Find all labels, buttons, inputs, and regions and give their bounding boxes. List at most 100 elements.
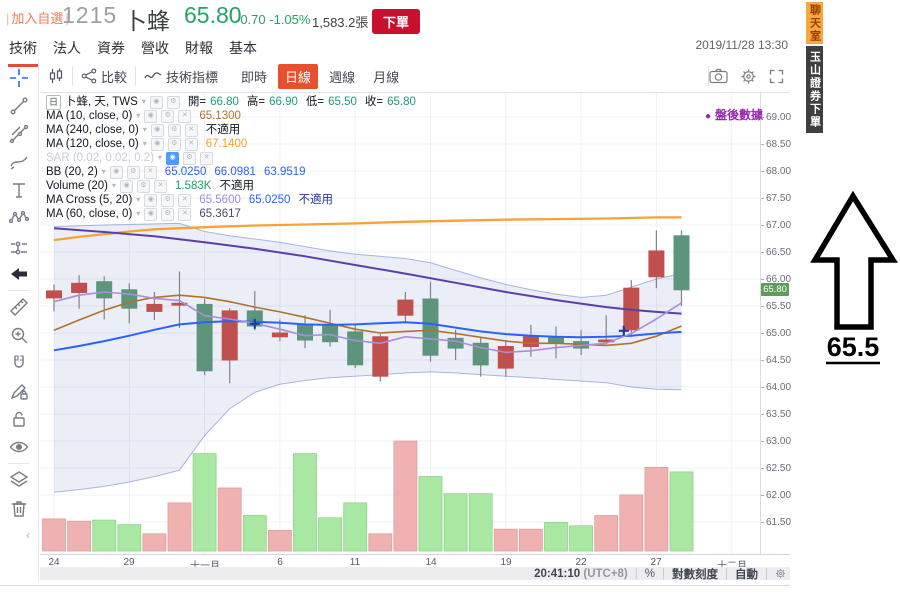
indicator-settings-icon[interactable]: ⚙: [161, 207, 175, 221]
remove-indicator-icon[interactable]: ✕: [154, 179, 168, 193]
legend-row[interactable]: Volume (20) ▾ ◉ ⚙ ✕ 1.583K 不適用: [46, 179, 254, 193]
price-axis-label: 68.00: [766, 166, 792, 177]
visibility-eye-icon[interactable]: ◉: [149, 95, 163, 109]
legend-row[interactable]: SAR (0.02, 0.02, 0.2) ▾ ◉ ⚙ ✕: [46, 151, 416, 165]
visibility-eye-icon[interactable]: ◉: [150, 123, 164, 137]
brush-icon[interactable]: [5, 148, 33, 176]
interval-2[interactable]: 週線: [329, 69, 356, 85]
price-axis-label: 62.00: [766, 490, 792, 501]
indicator-wave-icon: [144, 69, 162, 83]
indicators-label: 技術指標: [166, 69, 219, 85]
add-to-watchlist-button[interactable]: | 加入自選 |: [6, 11, 69, 26]
gann-fibonacci-icon[interactable]: [5, 120, 33, 148]
indicator-settings-icon[interactable]: ⚙: [167, 123, 181, 137]
remove-drawings-icon[interactable]: [5, 494, 33, 522]
visibility-eye-icon[interactable]: ◉: [109, 165, 123, 179]
candlestick-icon: [48, 68, 64, 84]
collapse-toolbar-chevron[interactable]: ‹: [26, 528, 30, 542]
layers-icon[interactable]: [5, 466, 33, 494]
drawing-lock-icon[interactable]: [5, 377, 33, 405]
legend-row[interactable]: MA (60, close, 0) ▾ ◉ ⚙ ✕ 65.3617: [46, 207, 241, 221]
indicators-button[interactable]: 技術指標: [136, 67, 226, 86]
fullscreen-icon[interactable]: [769, 69, 784, 84]
price-axis-label: 65.50: [766, 301, 792, 312]
remove-indicator-icon[interactable]: ✕: [184, 137, 198, 151]
tab-2[interactable]: 資券: [97, 40, 125, 56]
tab-4[interactable]: 財報: [185, 40, 213, 56]
legend-row[interactable]: MA (10, close, 0) ▾ ◉ ⚙ ✕ 65.1300: [46, 109, 241, 123]
broker-order-tab[interactable]: 玉山證券下單: [806, 46, 823, 133]
remove-indicator-icon[interactable]: ✕: [178, 207, 192, 221]
compare-button[interactable]: 比較: [73, 67, 135, 86]
visibility-eye-icon[interactable]: ◉: [120, 179, 134, 193]
forecast-icon[interactable]: [5, 232, 33, 260]
visibility-eye-icon[interactable]: ◉: [166, 151, 180, 165]
magnet-icon[interactable]: [5, 349, 33, 377]
cursor-crosshair-icon[interactable]: [5, 64, 33, 92]
xabcd-pattern-icon[interactable]: [5, 204, 33, 232]
chat-room-tab[interactable]: 聊天室: [806, 2, 823, 44]
legend-row[interactable]: MA (120, close, 0) ▾ ◉ ⚙ ✕ 67.1400: [46, 137, 248, 151]
lock-icon[interactable]: [5, 405, 33, 433]
text-icon[interactable]: [5, 176, 33, 204]
ruler-icon[interactable]: [5, 293, 33, 321]
trend-line-icon[interactable]: [5, 92, 33, 120]
symbol-legend-row[interactable]: 日卜蜂, 天, TWS ▾ ◉ ⚙ 開= 66.80 高= 66.90 低= 65.50 收= 65.…: [46, 94, 416, 110]
time-axis-label: 十二月: [710, 557, 754, 572]
visibility-eye-icon[interactable]: ◉: [144, 207, 158, 221]
legend-row[interactable]: BB (20, 2) ▾ ◉ ⚙ ✕ 65.0250 66.0981 63.9519: [46, 165, 306, 179]
interval-1[interactable]: 日線: [278, 63, 319, 89]
indicator-settings-icon[interactable]: ⚙: [183, 151, 197, 165]
tab-5[interactable]: 基本: [229, 40, 257, 56]
remove-indicator-icon[interactable]: ✕: [178, 109, 192, 123]
price-axis-label: 67.50: [766, 193, 792, 204]
price-axis-label: 68.50: [766, 139, 792, 150]
indicator-settings-icon[interactable]: ⚙: [137, 179, 151, 193]
arrow-marker-icon[interactable]: [5, 260, 33, 288]
auto-scale-button[interactable]: 自動: [735, 568, 758, 581]
time-axis-label: 19: [500, 557, 512, 568]
zoom-in-icon[interactable]: [5, 321, 33, 349]
stock-change: -0.70 -1.05%: [236, 12, 311, 27]
legend-row[interactable]: MA (240, close, 0) ▾ ◉ ⚙ ✕ 不適用: [46, 123, 241, 137]
symbol-settings-icon[interactable]: ⚙: [166, 95, 180, 109]
log-scale-button[interactable]: 對數刻度: [672, 568, 718, 581]
camera-icon[interactable]: [709, 68, 728, 84]
price-chart[interactable]: [40, 92, 760, 554]
remove-indicator-icon[interactable]: ✕: [143, 165, 157, 179]
interval-3[interactable]: 月線: [373, 69, 400, 85]
gear-icon[interactable]: [740, 68, 757, 85]
indicator-settings-icon[interactable]: ⚙: [126, 165, 140, 179]
candle-style-button[interactable]: [40, 68, 72, 84]
remove-indicator-icon[interactable]: ✕: [178, 193, 192, 207]
session-time: 20:41:10 (UTC+8): [534, 567, 628, 580]
chart-toolbar: 比較 技術指標 即時 日線 週線 月線: [40, 60, 790, 93]
tab-1[interactable]: 法人: [53, 40, 81, 56]
compare-icon: [81, 68, 97, 84]
up-arrow-annotation: 65.5: [806, 190, 900, 372]
legend-row[interactable]: MA Cross (5, 20) ▾ ◉ ⚙ ✕ 65.5600 65.0250 不適用: [46, 193, 333, 207]
remove-indicator-icon[interactable]: ✕: [200, 151, 214, 165]
axis-settings-gear-icon[interactable]: [775, 568, 786, 579]
time-axis-label: 24: [48, 557, 60, 568]
percent-scale-button[interactable]: %: [644, 567, 655, 580]
indicator-settings-icon[interactable]: ⚙: [167, 137, 181, 151]
remove-indicator-icon[interactable]: ✕: [184, 123, 198, 137]
visibility-eye-icon[interactable]: ◉: [144, 109, 158, 123]
after-hours-data-label[interactable]: ● 盤後數據: [704, 108, 763, 122]
visibility-eye-icon[interactable]: ◉: [144, 193, 158, 207]
x-axis-line: [40, 554, 790, 555]
tab-3[interactable]: 營收: [141, 40, 169, 56]
order-button[interactable]: 下單: [372, 9, 421, 34]
price-axis-label: 66.00: [766, 274, 792, 285]
visibility-eye-icon[interactable]: ◉: [150, 137, 164, 151]
tab-0[interactable]: 技術: [8, 36, 38, 67]
hide-drawings-icon[interactable]: [5, 433, 33, 461]
price-axis-label: 63.50: [766, 409, 792, 420]
price-axis[interactable]: 69.00 68.50 68.00 67.50 67.00 66.50 66.00 65.50…: [760, 92, 791, 554]
indicator-settings-icon[interactable]: ⚙: [161, 109, 175, 123]
indicator-settings-icon[interactable]: ⚙: [161, 193, 175, 207]
interval-0[interactable]: 即時: [241, 69, 268, 85]
time-axis-label: 14: [425, 557, 437, 568]
time-axis-label: 27: [650, 557, 662, 568]
